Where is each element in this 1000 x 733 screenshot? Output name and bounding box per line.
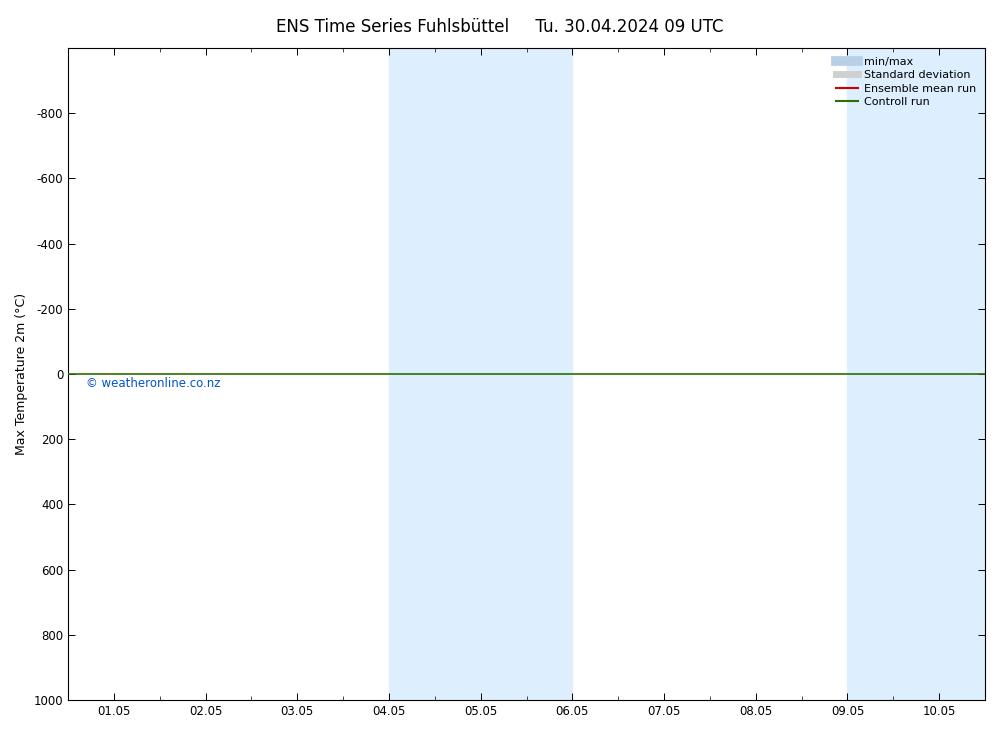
Y-axis label: Max Temperature 2m (°C): Max Temperature 2m (°C) [15, 293, 28, 455]
Text: ENS Time Series Fuhlsbüttel     Tu. 30.04.2024 09 UTC: ENS Time Series Fuhlsbüttel Tu. 30.04.20… [276, 18, 724, 37]
Text: © weatheronline.co.nz: © weatheronline.co.nz [86, 377, 221, 391]
Legend: min/max, Standard deviation, Ensemble mean run, Controll run: min/max, Standard deviation, Ensemble me… [833, 54, 979, 110]
Bar [389, 48, 572, 700]
Bar [847, 48, 985, 700]
